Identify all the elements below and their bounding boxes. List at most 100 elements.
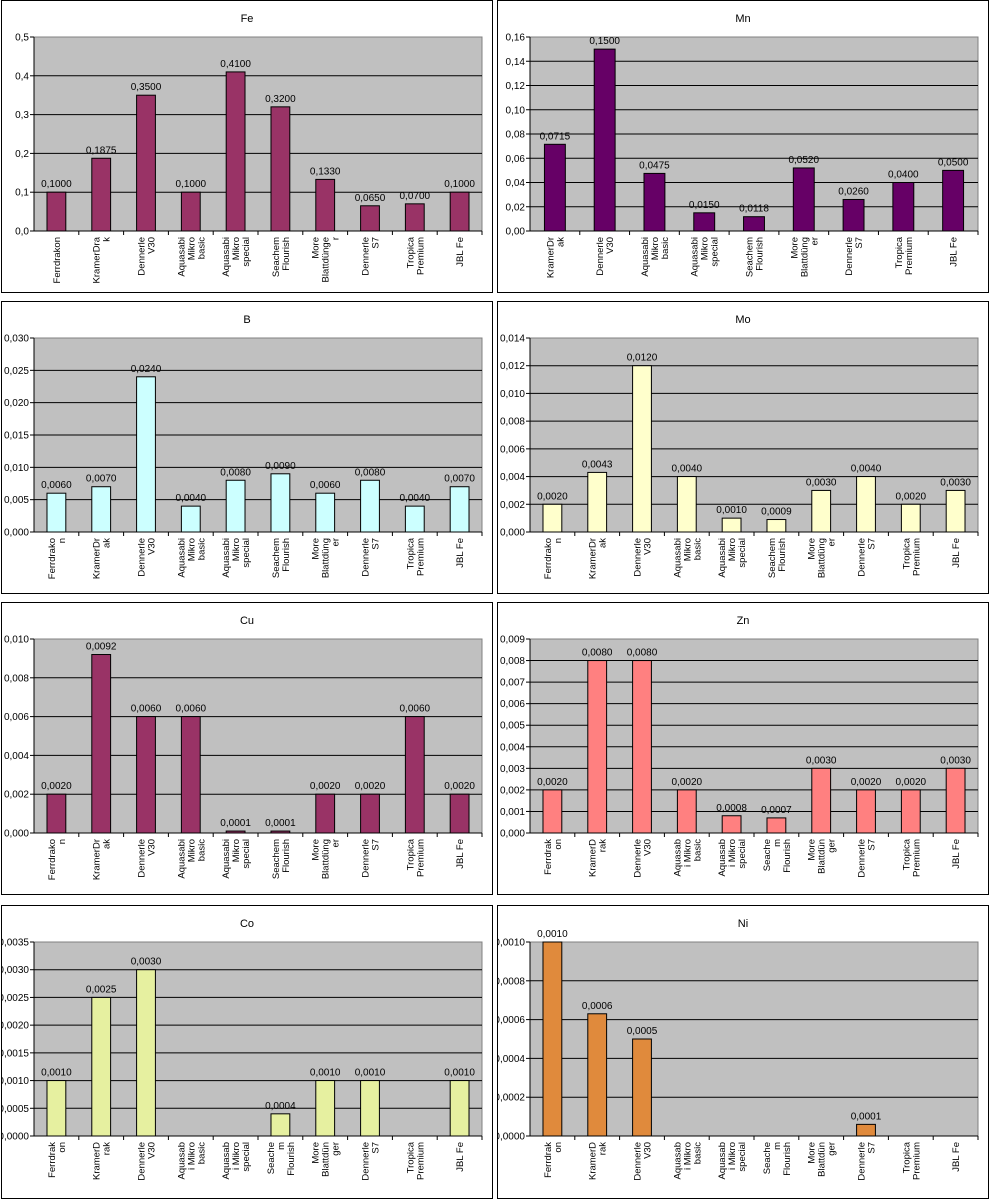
data-label: 0,0240 xyxy=(131,364,162,375)
svg-text:AquasabiMikrobasic: AquasabiMikrobasic xyxy=(176,538,207,578)
chart-panel-mn: Mn 0,00 0,02 0,04 0,06 0,08 0,10 0,12 0,14 0,16 0,… xyxy=(497,0,989,293)
y-tick-label: 0,005 xyxy=(4,495,29,506)
bar-cu-4 xyxy=(225,830,246,834)
category-label: DennerleS7 xyxy=(361,839,382,878)
y-tick-label: 0,000 xyxy=(500,528,525,539)
svg-text:TropicaPremium: TropicaPremium xyxy=(405,537,426,576)
data-label: 0,1875 xyxy=(86,145,117,156)
bar-mn-5 xyxy=(792,167,815,232)
y-tick-label: 0,0006 xyxy=(498,1015,525,1026)
category-label: DennerleV30 xyxy=(595,237,616,276)
bar-cu-1 xyxy=(91,654,112,834)
data-label: 0,1330 xyxy=(310,166,341,177)
svg-text:AquasabiMikrospecial: AquasabiMikrospecial xyxy=(221,538,252,578)
category-label: KramerDrak xyxy=(92,236,113,283)
data-label: 0,3200 xyxy=(265,94,296,105)
bar-mo-7 xyxy=(856,476,876,533)
data-label: 0,0400 xyxy=(888,170,919,181)
chart-title: Zn xyxy=(737,615,750,627)
data-label: 0,0010 xyxy=(537,929,568,940)
bar-mn-4 xyxy=(743,216,765,232)
bar-mo-2 xyxy=(632,365,652,533)
data-label: 0,0020 xyxy=(851,777,882,788)
data-label: 0,0070 xyxy=(86,474,117,485)
y-tick-label: 0,014 xyxy=(500,334,525,345)
bar-b-5 xyxy=(270,473,291,533)
data-label: 0,0080 xyxy=(220,467,251,478)
y-tick-label: 0,004 xyxy=(500,742,525,753)
data-label: 0,0118 xyxy=(739,204,769,215)
category-label: JBL Fe xyxy=(455,839,466,869)
y-tick-label: 0,007 xyxy=(500,678,525,689)
y-tick-label: 0,0000 xyxy=(2,1132,29,1143)
y-tick-label: 0,010 xyxy=(500,389,525,400)
svg-text:SeachemFlourish: SeachemFlourish xyxy=(762,839,793,873)
svg-text:AquasabiMikrospecial: AquasabiMikrospecial xyxy=(221,237,252,277)
svg-text:KramerDrak: KramerDrak xyxy=(92,538,113,579)
data-label: 0,0010 xyxy=(716,505,747,516)
data-label: 0,0001 xyxy=(851,1111,882,1122)
svg-text:AquasabiMikrobasic: AquasabiMikrobasic xyxy=(176,237,207,277)
svg-text:AquasabiMikrospecial: AquasabiMikrospecial xyxy=(690,237,721,277)
chart-zn: Zn 0,000 0,001 0,002 0,003 0,004 0,005 0,006 0,0… xyxy=(500,615,979,878)
data-label: 0,0020 xyxy=(672,777,703,788)
data-label: 0,0020 xyxy=(896,491,927,502)
svg-text:Aquasabi Mikrobasic: Aquasabi Mikrobasic xyxy=(672,839,703,877)
svg-text:DennerleV30: DennerleV30 xyxy=(633,839,654,878)
svg-text:JBL Fe: JBL Fe xyxy=(455,839,466,869)
category-label: KramerDrak xyxy=(92,839,113,880)
svg-text:DennerleS7: DennerleS7 xyxy=(361,1142,382,1181)
data-label: 0,0020 xyxy=(444,781,475,792)
svg-text:JBL Fe: JBL Fe xyxy=(951,1142,962,1172)
svg-text:DennerleV30: DennerleV30 xyxy=(633,538,654,577)
svg-text:SeachemFlourish: SeachemFlourish xyxy=(271,538,292,578)
bar-fe-9 xyxy=(449,191,470,232)
svg-text:DennerleS7: DennerleS7 xyxy=(844,237,865,276)
svg-text:DennerleV30: DennerleV30 xyxy=(137,839,158,878)
category-label: KramerDrak xyxy=(588,1142,609,1180)
category-label: TropicaPremium xyxy=(405,236,426,275)
category-label: SeachemFlourish xyxy=(767,538,788,578)
category-label: KramerDrak xyxy=(588,839,609,877)
bar-fe-3 xyxy=(180,191,201,232)
category-label: DennerleV30 xyxy=(633,1142,654,1181)
data-label: 0,0080 xyxy=(355,467,386,478)
y-tick-label: 0,003 xyxy=(500,764,525,775)
bar-zn-9 xyxy=(945,767,966,834)
svg-text:TropicaPremium: TropicaPremium xyxy=(901,1141,922,1180)
bar-zn-5 xyxy=(766,817,787,834)
svg-text:DennerleV30: DennerleV30 xyxy=(595,237,616,276)
data-label: 0,0120 xyxy=(627,353,658,364)
category-label: Aquasabi Mikrobasic xyxy=(672,1142,703,1180)
chart-panel-ni: Ni 0,0000 0,0002 0,0004 0,0006 0,0008 0,0010 0,… xyxy=(497,905,989,1199)
y-tick-label: 0,16 xyxy=(506,33,526,44)
data-label: 0,1000 xyxy=(41,179,72,190)
bar-b-1 xyxy=(91,486,112,533)
svg-text:Ferrdrakon: Ferrdrakon xyxy=(47,839,68,880)
data-label: 0,0004 xyxy=(265,1101,296,1112)
svg-text:JBL Fe: JBL Fe xyxy=(455,237,466,267)
svg-text:DennerleS7: DennerleS7 xyxy=(857,1142,878,1181)
category-label: AquasabiMikrobasic xyxy=(176,538,207,578)
svg-text:JBL Fe: JBL Fe xyxy=(949,237,960,267)
bar-zn-8 xyxy=(900,789,921,834)
y-tick-label: 0,5 xyxy=(15,33,29,44)
category-label: AquasabiMikrospecial xyxy=(717,538,748,578)
svg-text:AquasabiMikrobasic: AquasabiMikrobasic xyxy=(640,237,671,277)
category-label: AquasabiMikrobasic xyxy=(176,237,207,277)
category-label: MoreBlattdünger xyxy=(311,237,342,282)
y-tick-label: 0,004 xyxy=(500,472,525,483)
bar-co-1 xyxy=(91,996,112,1137)
category-label: Ferrdrakon xyxy=(47,1142,68,1178)
category-label: DennerleS7 xyxy=(857,1142,878,1181)
y-tick-label: 0,030 xyxy=(4,334,29,345)
y-tick-label: 0,0035 xyxy=(2,938,29,949)
bar-mo-6 xyxy=(811,489,832,533)
svg-text:MoreBlattdünger: MoreBlattdünger xyxy=(311,839,342,879)
bar-b-4 xyxy=(225,479,246,533)
bar-zn-3 xyxy=(676,789,697,834)
chart-panel-zn: Zn 0,000 0,001 0,002 0,003 0,004 0,005 0,006 0,0… xyxy=(497,602,989,895)
data-label: 0,0010 xyxy=(355,1068,386,1079)
data-label: 0,0025 xyxy=(86,984,117,995)
data-label: 0,0001 xyxy=(265,818,296,829)
